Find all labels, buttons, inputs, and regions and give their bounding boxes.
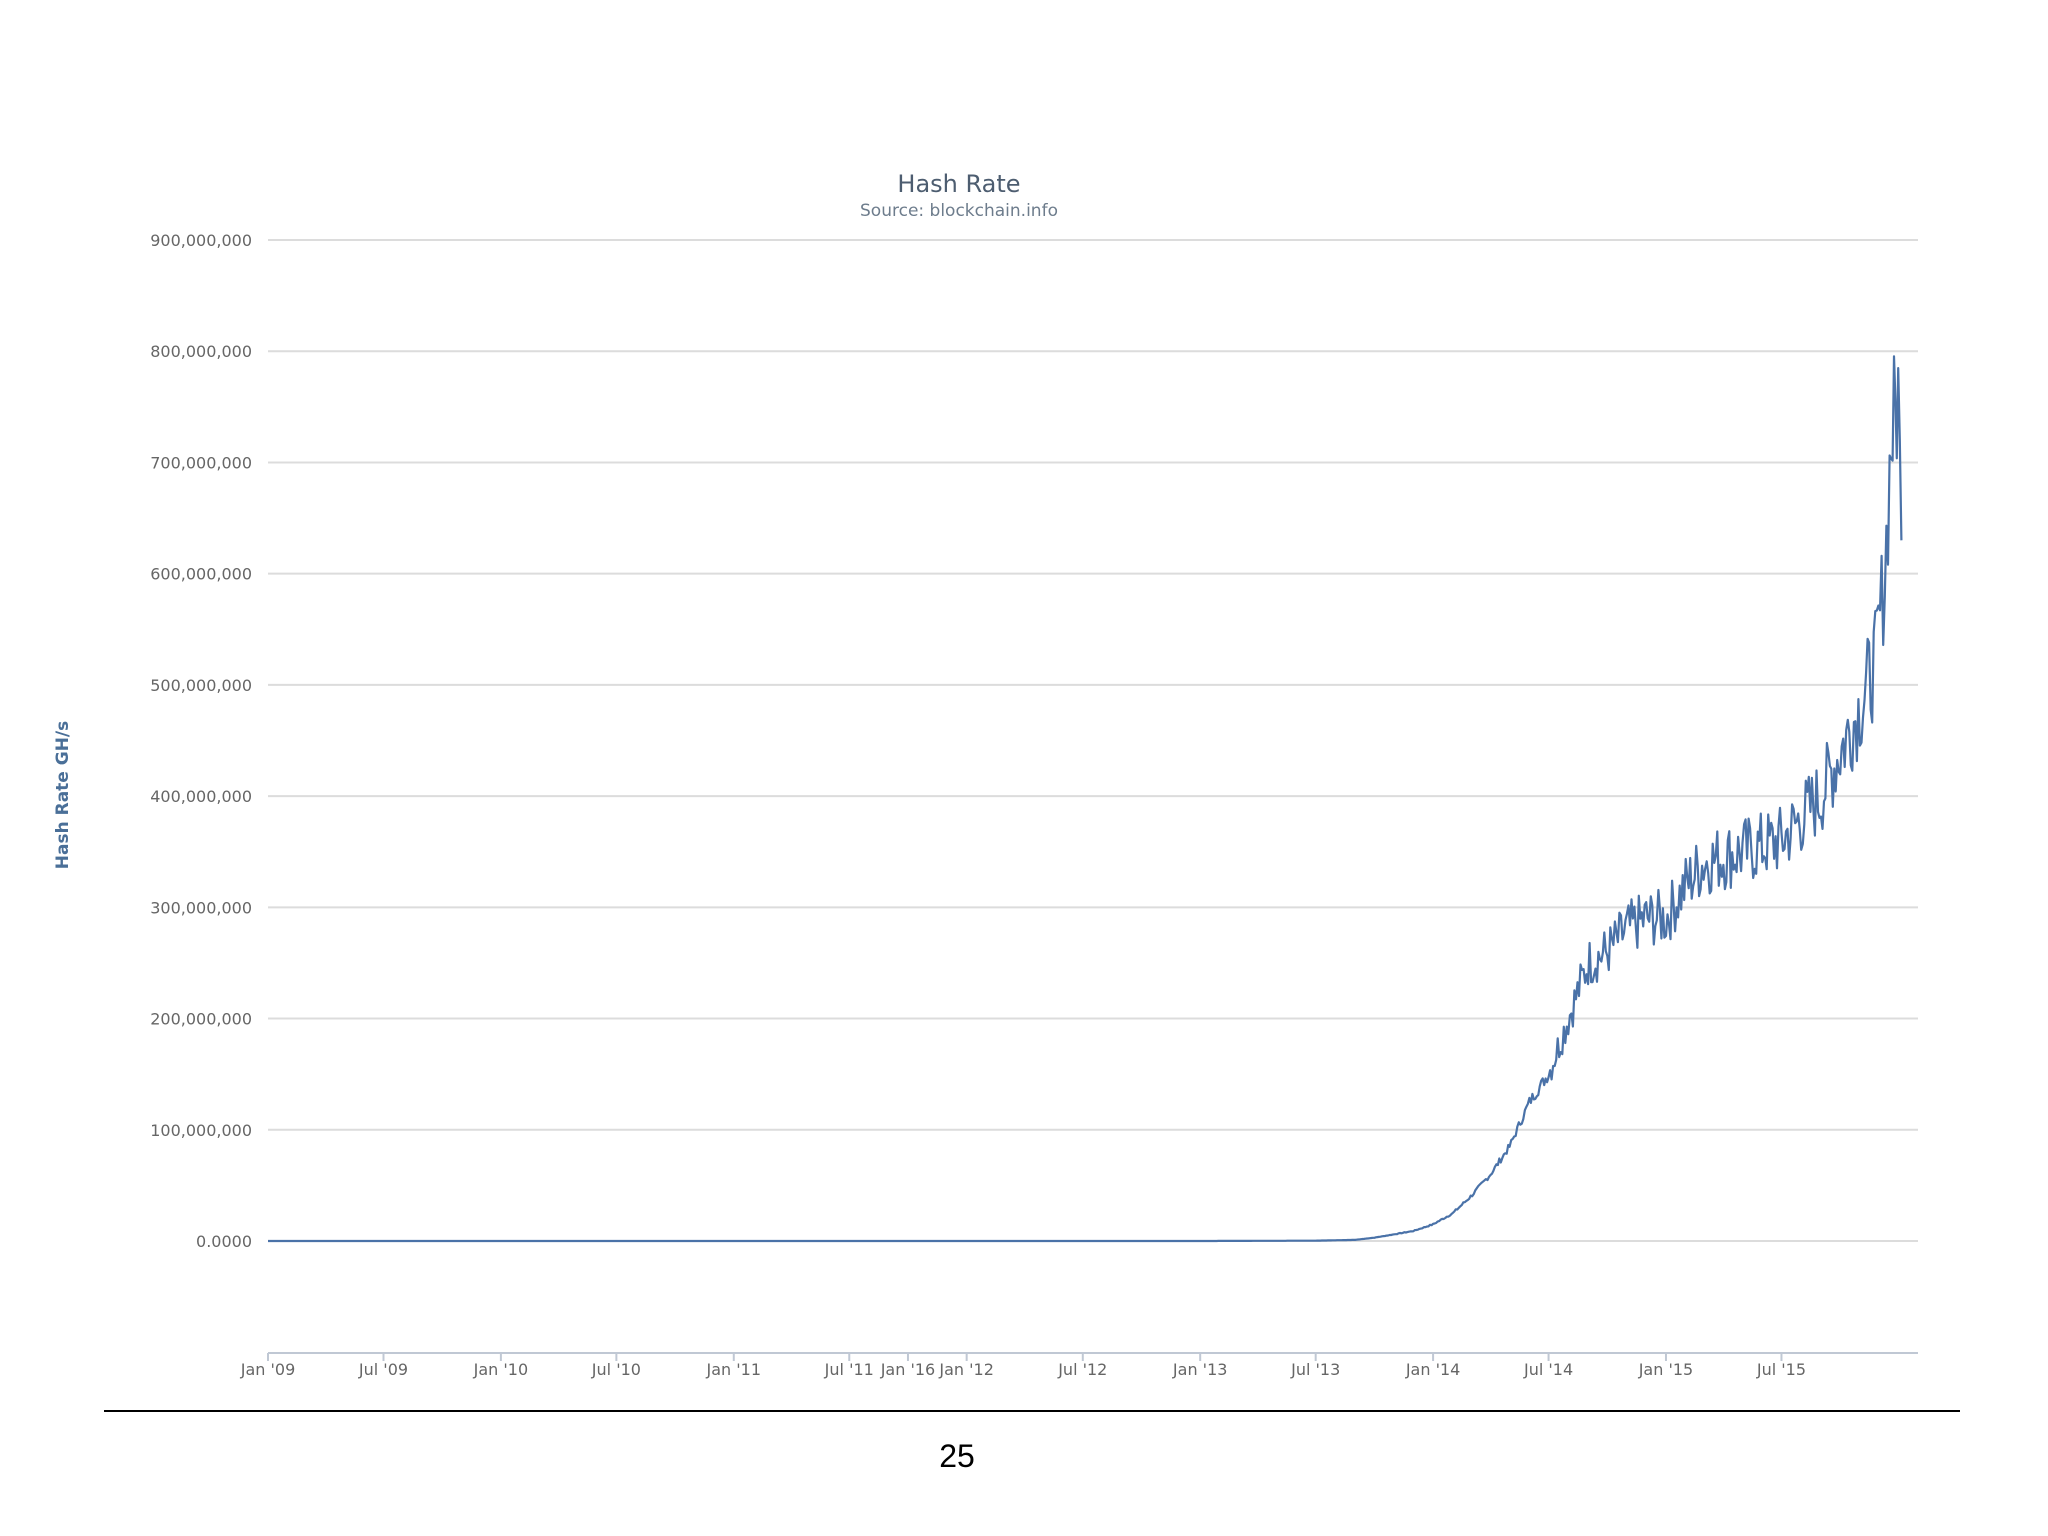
- y-tick-label: 100,000,000: [150, 1121, 252, 1140]
- x-axis-ticks: Jan '09 Jul '09 Jan '10 Jul '10 Jan '11 Jul '…: [240, 1353, 1806, 1379]
- x-tick-label: Jan '12: [938, 1360, 994, 1379]
- x-tick-label: Jan '11: [706, 1360, 762, 1379]
- y-tick-label: 500,000,000: [150, 676, 252, 695]
- y-tick-label: 700,000,000: [150, 453, 252, 472]
- grid-lines: [268, 239, 1918, 1354]
- chart-title: Hash Rate: [897, 170, 1020, 198]
- page-number: 25: [939, 1438, 975, 1474]
- y-tick-label: 600,000,000: [150, 565, 252, 584]
- y-axis-ticks: 0.0000 100,000,000 200,000,000 300,000,000 4…: [150, 231, 252, 1251]
- x-tick-label: Jul '12: [1057, 1360, 1107, 1379]
- x-tick-label: Jul '14: [1523, 1360, 1573, 1379]
- x-tick-label: Jan '09: [240, 1360, 296, 1379]
- x-tick-label: Jul '13: [1290, 1360, 1340, 1379]
- x-tick-label: Jul '15: [1756, 1360, 1806, 1379]
- x-tick-label: Jan '16: [880, 1360, 936, 1379]
- x-tick-label: Jul '11: [824, 1360, 874, 1379]
- x-tick-label: Jan '13: [1172, 1360, 1228, 1379]
- y-tick-label: 400,000,000: [150, 787, 252, 806]
- page-footer-rule: [104, 1410, 1960, 1412]
- y-tick-label: 300,000,000: [150, 898, 252, 917]
- x-tick-label: Jul '10: [591, 1360, 641, 1379]
- y-axis-title: Hash Rate GH/s: [53, 721, 73, 869]
- y-tick-label: 0.0000: [196, 1232, 252, 1251]
- y-tick-label: 800,000,000: [150, 342, 252, 361]
- y-tick-label: 200,000,000: [150, 1010, 252, 1029]
- x-tick-label: Jan '14: [1405, 1360, 1461, 1379]
- x-tick-label: Jul '09: [358, 1360, 408, 1379]
- series-layer: [268, 355, 1903, 1243]
- hash-rate-series-line: [268, 355, 1903, 1243]
- x-tick-label: Jan '15: [1638, 1360, 1694, 1379]
- y-tick-label: 900,000,000: [150, 231, 252, 250]
- x-tick-label: Jan '10: [473, 1360, 529, 1379]
- hash-rate-chart: Hash Rate Source: blockchain.info Hash R…: [53, 170, 1918, 1379]
- chart-subtitle: Source: blockchain.info: [860, 201, 1058, 221]
